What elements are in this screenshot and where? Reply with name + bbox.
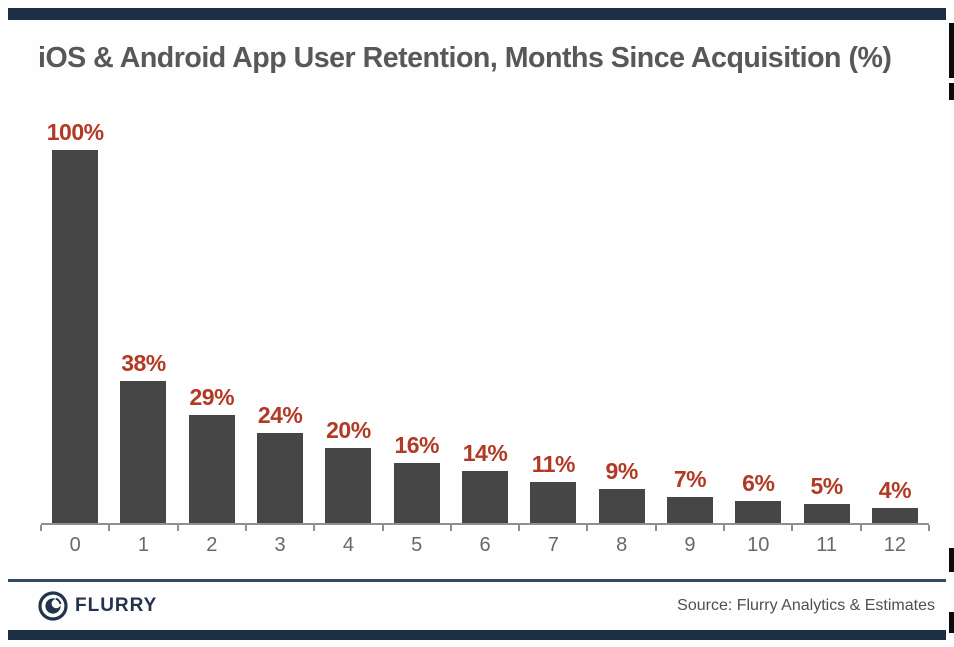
chart-title: iOS & Android App User Retention, Months… xyxy=(38,42,892,74)
x-tick-label: 2 xyxy=(206,534,218,556)
bar-column: 24% xyxy=(246,115,314,523)
bar-column: 9% xyxy=(588,115,656,523)
x-tick-label: 9 xyxy=(684,534,696,556)
bar xyxy=(735,501,782,523)
bottom-accent-bar xyxy=(8,630,946,640)
bar-column: 7% xyxy=(656,115,724,523)
flurry-logo-text: FLURRY xyxy=(75,595,158,616)
bar-column: 14% xyxy=(451,115,519,523)
x-axis-tick xyxy=(518,525,521,531)
bar-column: 38% xyxy=(109,115,177,523)
scan-artifact xyxy=(949,612,954,633)
plot-area: 100% 38% 29% 24% 20% 16% 14% 11% 9% 7% 6% 5% 4% xyxy=(41,115,929,523)
bar-column: 16% xyxy=(383,115,451,523)
bar xyxy=(462,471,509,523)
x-axis-tick xyxy=(244,525,247,531)
bar xyxy=(871,508,918,523)
x-axis-tick xyxy=(723,525,726,531)
x-axis-tick xyxy=(791,525,794,531)
x-axis-tick xyxy=(381,525,384,531)
bar-value-label: 16% xyxy=(394,431,439,458)
source-text: Source: Flurry Analytics & Estimates xyxy=(677,597,935,614)
bar-column: 20% xyxy=(314,115,382,523)
bar xyxy=(803,504,850,523)
x-tick-label: 10 xyxy=(747,534,770,556)
x-tick-label: 5 xyxy=(411,534,423,556)
x-axis-tick xyxy=(108,525,111,531)
footer-divider xyxy=(8,579,946,582)
x-axis-tick xyxy=(449,525,452,531)
scan-artifact xyxy=(949,83,954,100)
x-tick-label: 6 xyxy=(479,534,491,556)
x-tick-label: 8 xyxy=(616,534,628,556)
bar-column: 29% xyxy=(178,115,246,523)
flurry-swirl-icon xyxy=(38,591,68,621)
bar-column: 4% xyxy=(861,115,929,523)
bar-value-label: 20% xyxy=(326,416,371,443)
bar-value-label: 9% xyxy=(605,457,639,484)
scan-artifact xyxy=(949,548,954,572)
x-tick-label: 1 xyxy=(137,534,150,556)
bar-value-label: 29% xyxy=(189,383,235,410)
x-axis-labels: 0 1 2 3 4 5 6 7 8 9 10 11 12 xyxy=(41,534,929,557)
bar xyxy=(52,150,99,523)
bar-value-label: 6% xyxy=(742,469,775,496)
x-axis-tick xyxy=(176,525,179,531)
top-accent-bar xyxy=(8,8,946,20)
bar xyxy=(120,381,167,523)
bar xyxy=(598,489,645,523)
bar-value-label: 14% xyxy=(462,439,508,466)
x-tick-label: 4 xyxy=(342,534,354,556)
x-axis-tick xyxy=(313,525,316,531)
x-axis-tick xyxy=(654,525,657,531)
bar xyxy=(530,482,577,523)
flurry-logo: FLURRY xyxy=(38,591,157,621)
bar-value-label: 38% xyxy=(121,349,166,376)
bar xyxy=(666,497,713,523)
x-tick-label: 11 xyxy=(816,534,837,556)
x-axis-tick xyxy=(586,525,589,531)
bar-value-label: 7% xyxy=(673,465,707,492)
x-axis-tick xyxy=(40,525,42,531)
bar-value-label: 100% xyxy=(46,118,104,145)
bar-column: 5% xyxy=(792,115,860,523)
bar-column: 100% xyxy=(41,115,109,523)
x-axis-tick xyxy=(859,525,862,531)
bar-value-label: 5% xyxy=(810,472,843,499)
bar-column: 6% xyxy=(724,115,792,523)
bar-column: 11% xyxy=(519,115,587,523)
x-tick-label: 7 xyxy=(547,534,559,556)
x-axis-line xyxy=(40,523,930,531)
bar-value-label: 4% xyxy=(878,476,912,503)
bar xyxy=(257,433,304,523)
x-tick-label: 3 xyxy=(274,534,286,556)
x-axis-tick xyxy=(928,525,930,531)
bar xyxy=(393,463,440,523)
bar-value-label: 24% xyxy=(257,401,303,428)
bar xyxy=(188,415,235,523)
bar xyxy=(325,448,372,523)
bar-value-label: 11% xyxy=(531,450,576,477)
scan-artifact xyxy=(949,23,954,78)
x-tick-label: 0 xyxy=(69,534,81,556)
x-tick-label: 12 xyxy=(883,534,907,556)
